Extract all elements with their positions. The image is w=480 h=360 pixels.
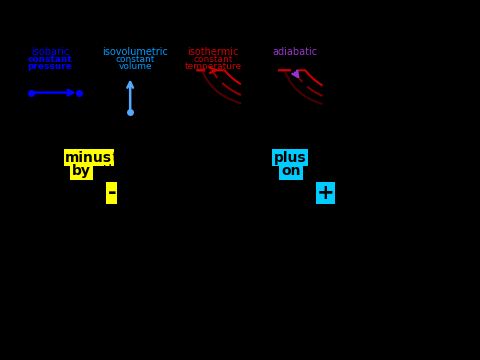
Text: isovolumetric: isovolumetric xyxy=(102,46,168,57)
Text: Q=nCpΔT: Q=nCpΔT xyxy=(21,121,65,130)
Text: on: on xyxy=(281,164,301,178)
Text: P: P xyxy=(251,68,258,78)
Text: V: V xyxy=(238,126,246,136)
Text: P: P xyxy=(90,68,97,78)
Text: ...gas: ...gas xyxy=(27,151,69,165)
Text: ΔU=nC: ΔU=nC xyxy=(262,130,294,139)
Text: V: V xyxy=(125,120,130,129)
Text: constant: constant xyxy=(116,55,155,64)
Text: V: V xyxy=(158,126,166,136)
Text: P: P xyxy=(169,68,177,78)
Text: ΔU = Q: ΔU = Q xyxy=(27,183,117,203)
Text: ΔU=nC: ΔU=nC xyxy=(101,130,133,139)
Text: the gas.: the gas. xyxy=(302,164,367,178)
Text: Q=nC: Q=nC xyxy=(101,121,127,130)
Text: ΔT: ΔT xyxy=(59,130,70,139)
Text: minus: minus xyxy=(65,151,112,165)
Text: pressure: pressure xyxy=(27,62,72,71)
Text: V: V xyxy=(133,130,139,139)
Text: +: + xyxy=(317,183,335,203)
Text: ΔU=nC: ΔU=nC xyxy=(21,130,53,139)
Text: plus: plus xyxy=(274,151,306,165)
Text: isobaric: isobaric xyxy=(31,46,69,57)
Text: the work: the work xyxy=(309,151,374,165)
Bar xyxy=(14,48,466,49)
Text: ΔU = Q: ΔU = Q xyxy=(235,183,325,203)
Text: V: V xyxy=(320,126,327,136)
Text: adiabatic: adiabatic xyxy=(272,46,317,57)
Text: done: done xyxy=(27,164,70,178)
Text: The change in
the inernal
energy of a gas
is equal to the
heat add to...: The change in the inernal energy of a ga… xyxy=(341,76,444,162)
Text: ...gas: ...gas xyxy=(235,151,277,165)
Text: ΔU=0: ΔU=0 xyxy=(180,121,206,130)
Text: by: by xyxy=(72,164,91,178)
Text: P: P xyxy=(10,68,17,78)
Text: V: V xyxy=(54,130,59,139)
Text: ΔT: ΔT xyxy=(130,121,141,130)
Text: ΔT: ΔT xyxy=(300,130,311,139)
Text: volume: volume xyxy=(119,62,152,71)
Text: V: V xyxy=(79,126,86,136)
Text: the gas.: the gas. xyxy=(94,164,159,178)
Text: isothermic: isothermic xyxy=(187,46,239,57)
Text: ΔT: ΔT xyxy=(138,130,150,139)
Text: constant: constant xyxy=(193,55,233,64)
Text: -: - xyxy=(108,183,116,203)
Text: W: W xyxy=(122,183,152,203)
Text: the work: the work xyxy=(108,151,174,165)
Text: done: done xyxy=(235,164,278,178)
Text: (ΔT=0): (ΔT=0) xyxy=(180,130,210,139)
Text: constant: constant xyxy=(27,55,72,64)
Text: temperature: temperature xyxy=(184,62,242,71)
Text: V: V xyxy=(295,130,300,139)
Text: W: W xyxy=(333,183,363,203)
Text: Why Do We Use ΔU = Q - W and  ΔU = Q + W?: Why Do We Use ΔU = Q - W and ΔU = Q + W? xyxy=(9,23,471,41)
